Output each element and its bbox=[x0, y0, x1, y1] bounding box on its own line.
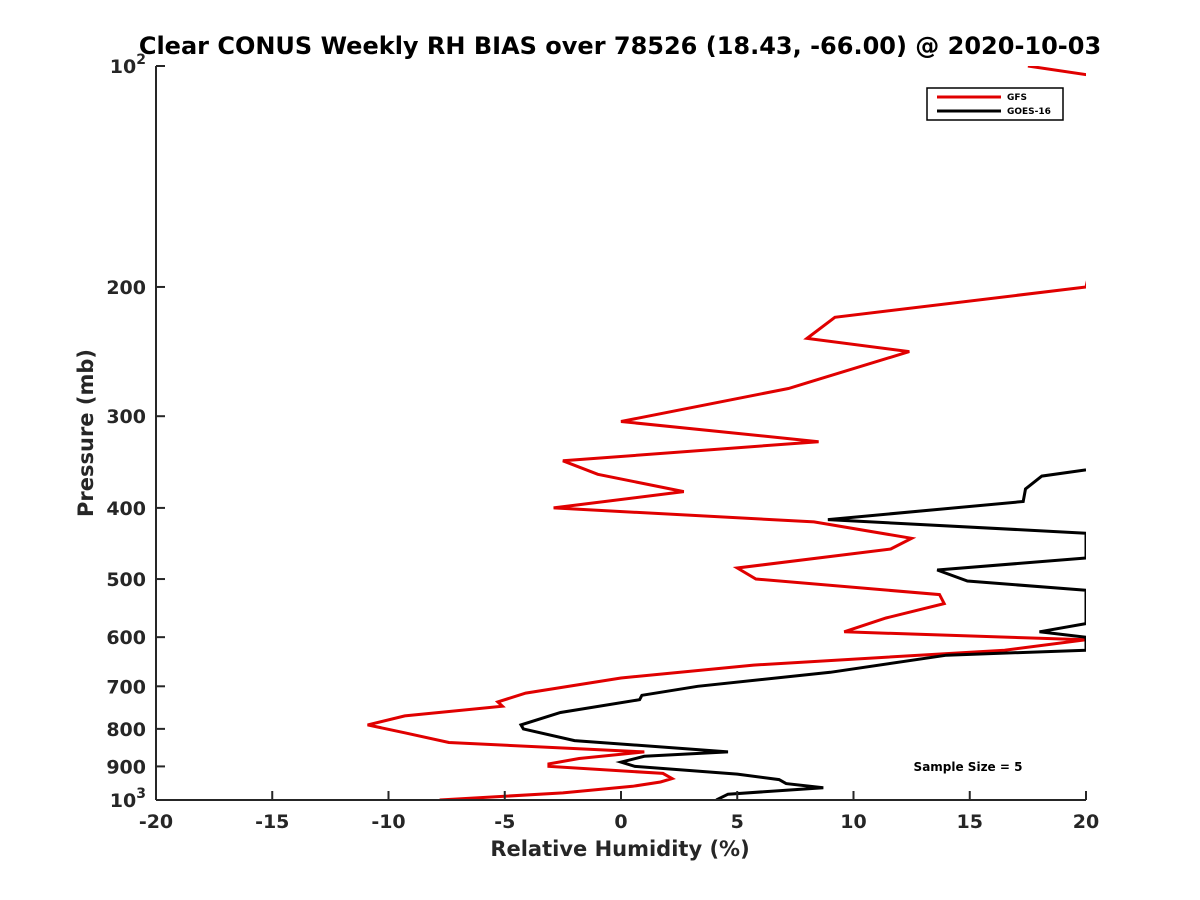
y-tick-label: 900 bbox=[106, 756, 146, 778]
y-tick-label: 800 bbox=[106, 719, 146, 741]
legend-box bbox=[926, 87, 1064, 121]
y-tick-label: 600 bbox=[106, 627, 146, 649]
sample-size-annotation: Sample Size = 5 bbox=[914, 760, 1023, 774]
y-tick-label: 200 bbox=[106, 277, 146, 299]
x-axis-label: Relative Humidity (%) bbox=[490, 837, 749, 861]
x-tick-label: -10 bbox=[371, 811, 405, 833]
x-tick-label: 0 bbox=[614, 811, 627, 833]
y-tick-exponent: 3 bbox=[136, 786, 146, 802]
y-tick-label: 300 bbox=[106, 406, 146, 428]
series-line-goes-16 bbox=[518, 468, 1086, 800]
x-tick-label: 20 bbox=[1073, 811, 1099, 833]
x-tick-label: 10 bbox=[840, 811, 866, 833]
series-line-gfs bbox=[367, 66, 1086, 800]
x-tick-label: 5 bbox=[731, 811, 744, 833]
series-layer bbox=[367, 66, 1086, 800]
x-tick-label: -15 bbox=[255, 811, 289, 833]
y-axis-label: Pressure (mb) bbox=[74, 349, 98, 517]
legend-label: GFS bbox=[1007, 93, 1027, 103]
x-tick-label: 15 bbox=[957, 811, 983, 833]
y-tick-label: 700 bbox=[106, 676, 146, 698]
chart-title: Clear CONUS Weekly RH BIAS over 78526 (1… bbox=[139, 32, 1101, 60]
x-tick-label: -20 bbox=[139, 811, 173, 833]
legend-label: GOES-16 bbox=[1007, 107, 1051, 117]
y-tick-label: 400 bbox=[106, 498, 146, 520]
legend: GFS GOES-16 bbox=[926, 87, 1064, 121]
y-tick-exponent: 2 bbox=[136, 52, 146, 68]
y-tick-label: 500 bbox=[106, 569, 146, 591]
x-tick-label: -5 bbox=[494, 811, 515, 833]
